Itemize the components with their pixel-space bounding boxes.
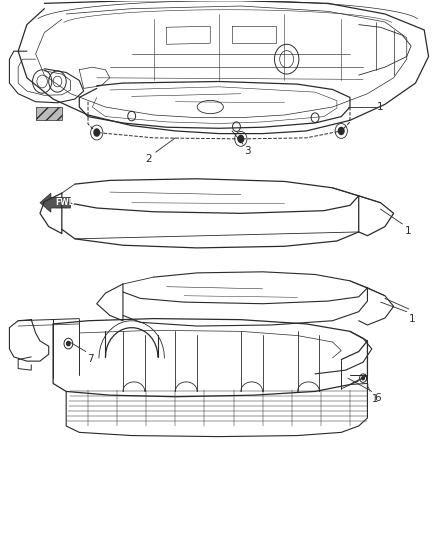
Text: 1: 1	[409, 314, 416, 325]
Circle shape	[338, 127, 345, 135]
Text: 1: 1	[377, 102, 384, 112]
Polygon shape	[35, 107, 62, 120]
Circle shape	[93, 128, 100, 137]
Polygon shape	[40, 193, 71, 212]
Text: 7: 7	[87, 354, 94, 364]
Text: 1: 1	[372, 394, 378, 404]
Circle shape	[237, 135, 244, 143]
Text: 6: 6	[374, 393, 381, 403]
Text: 3: 3	[244, 147, 251, 156]
Text: FWD: FWD	[55, 198, 75, 207]
Circle shape	[362, 376, 364, 379]
Circle shape	[67, 342, 70, 346]
Text: 2: 2	[145, 154, 152, 164]
Text: 1: 1	[405, 226, 411, 236]
